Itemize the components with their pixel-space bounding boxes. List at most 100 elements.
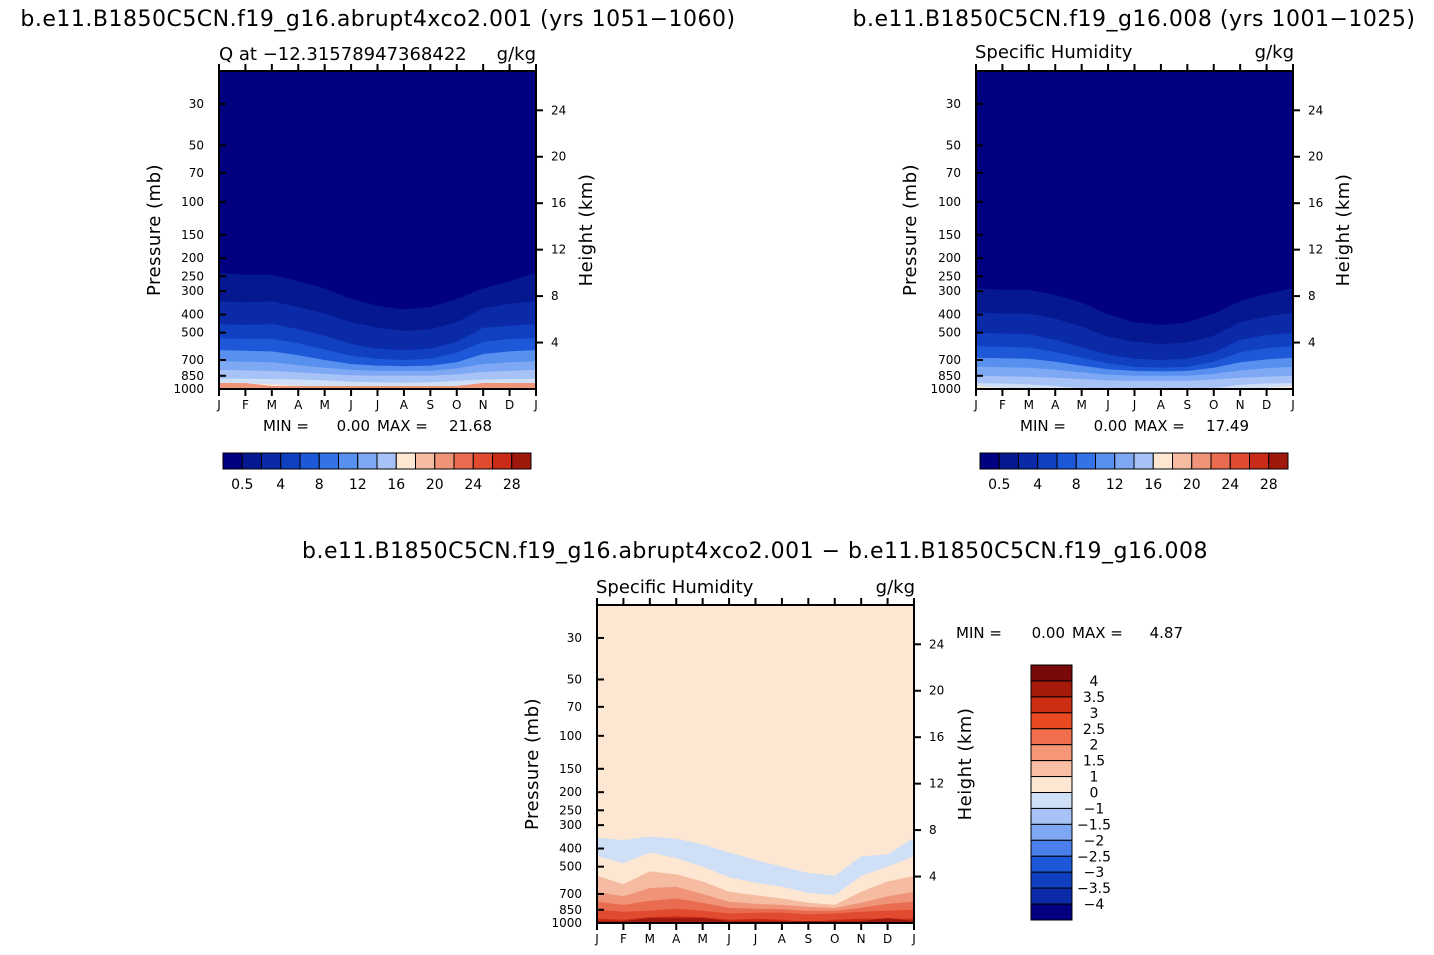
p3-colorbar-label-1: 1 <box>1090 770 1099 786</box>
p2-contour-band-14 <box>976 383 1293 389</box>
p1-colorbar-label-0-5: 0.5 <box>231 477 253 493</box>
p2-colorbar-box-12 <box>1210 452 1231 470</box>
p1-colorbar-box-3 <box>280 452 301 470</box>
p3-colorbar-box-10 <box>1030 823 1073 841</box>
panel-2-ylabel-left: Pressure (mb) <box>900 164 921 296</box>
panel-1-max-label: MAX = <box>377 417 428 435</box>
p1-ytick-label-400: 400 <box>181 308 204 322</box>
p1-height-tick-label-16: 16 <box>551 196 566 210</box>
p1-colorbar-box-4 <box>299 452 320 470</box>
panel-1: b.e11.B1850C5CN.f19_g16.abrupt4xco2.001 … <box>20 7 735 493</box>
p3-colorbar-label-m4: −4 <box>1084 897 1105 913</box>
panel-3-ylabel-left: Pressure (mb) <box>522 698 543 830</box>
p3-colorbar-label-4: 4 <box>1090 674 1099 690</box>
p1-colorbar-box-7 <box>357 452 378 470</box>
p2-colorbar-label-8: 8 <box>1072 477 1081 493</box>
p2-colorbar-box-15 <box>1268 452 1289 470</box>
p3-colorbar-label-m1-5: −1.5 <box>1077 817 1111 833</box>
p2-colorbar-box-5 <box>1075 452 1096 470</box>
p3-colorbar-box-4 <box>1030 728 1073 746</box>
panel-3-subtitle-left: Specific Humidity <box>596 577 754 598</box>
p3-colorbar-box-14 <box>1030 887 1073 905</box>
p2-ytick-label-300: 300 <box>938 284 961 298</box>
p3-colorbar-label-2: 2 <box>1090 738 1099 754</box>
p3-ytick-label-700: 700 <box>559 887 582 901</box>
panel-1-colorbar: 0.5 4 8 12 16 20 24 28 <box>222 452 532 493</box>
p2-colorbar-label-16: 16 <box>1144 477 1162 493</box>
p2-ytick-label-1000: 1000 <box>930 382 961 396</box>
p1-colorbar-box-14 <box>492 452 513 470</box>
p1-colorbar-label-4: 4 <box>276 477 285 493</box>
p3-xtick-label-12: J <box>911 932 916 946</box>
p2-colorbar-box-8 <box>1133 452 1154 470</box>
p1-contour-band-surface <box>219 383 536 389</box>
panel-3-max-label: MAX = <box>1072 624 1123 642</box>
p1-colorbar-box-2 <box>261 452 282 470</box>
p1-xtick-label-7: A <box>400 398 409 412</box>
panel-2-units-label: g/kg <box>1255 42 1294 63</box>
panel-2-colorbar: 0.5 4 8 12 16 20 24 28 <box>979 452 1289 493</box>
p3-height-tick-label-8: 8 <box>929 823 937 837</box>
p3-colorbar-label-m1: −1 <box>1084 801 1105 817</box>
panel-2-min-label: MIN = <box>1020 417 1066 435</box>
p3-ytick-label-400: 400 <box>559 842 582 856</box>
p1-xtick-label-10: N <box>479 398 488 412</box>
p2-xtick-label-8: S <box>1184 398 1192 412</box>
p2-colorbar-box-1 <box>998 452 1019 470</box>
p2-colorbar-label-0-5: 0.5 <box>988 477 1010 493</box>
p3-xtick-label-11: D <box>883 932 892 946</box>
p1-colorbar-box-8 <box>376 452 397 470</box>
p3-xtick-label-5: J <box>726 932 731 946</box>
panel-1-max-value: 21.68 <box>449 417 492 435</box>
p1-ytick-label-850: 850 <box>181 369 204 383</box>
p3-colorbar-label-3: 3 <box>1090 706 1099 722</box>
p1-colorbar-box-0 <box>222 452 243 470</box>
p2-colorbar-box-14 <box>1249 452 1270 470</box>
p1-xtick-label-9: O <box>452 398 461 412</box>
p1-height-tick-label-20: 20 <box>551 150 566 164</box>
panel-1-subtitle-left: Q at −12.31578947368422 <box>219 44 467 65</box>
p1-xtick-label-0: J <box>216 398 221 412</box>
p3-colorbar-box-1 <box>1030 680 1073 698</box>
p3-colorbar-box-2 <box>1030 696 1073 714</box>
p1-ytick-label-1000: 1000 <box>173 382 204 396</box>
p2-xtick-label-9: O <box>1209 398 1218 412</box>
p3-colorbar-label-0: 0 <box>1090 786 1099 802</box>
p3-xtick-label-4: M <box>697 932 707 946</box>
p3-colorbar-label-2-5: 2.5 <box>1083 722 1105 738</box>
p1-colorbar-box-1 <box>241 452 262 470</box>
p1-height-tick-label-8: 8 <box>551 289 559 303</box>
panel-2-title: b.e11.B1850C5CN.f19_g16.008 (yrs 1001−10… <box>852 7 1415 32</box>
p1-ytick-label-150: 150 <box>181 228 204 242</box>
p2-colorbar-box-0 <box>979 452 1000 470</box>
panel-3-ylabel-right: Height (km) <box>955 708 976 821</box>
p2-colorbar-box-7 <box>1114 452 1135 470</box>
p2-colorbar-label-20: 20 <box>1183 477 1201 493</box>
p2-xtick-label-7: A <box>1157 398 1166 412</box>
p1-xtick-label-3: A <box>294 398 303 412</box>
p3-colorbar-label-3-5: 3.5 <box>1083 690 1105 706</box>
p2-xtick-label-6: J <box>1132 398 1137 412</box>
p2-xtick-label-11: D <box>1262 398 1271 412</box>
p3-ytick-label-250: 250 <box>559 803 582 817</box>
p3-contour-band-surface <box>597 918 914 923</box>
p3-xtick-label-3: A <box>672 932 681 946</box>
p1-ytick-label-30: 30 <box>189 97 204 111</box>
p3-xtick-label-2: M <box>645 932 655 946</box>
p3-colorbar-box-3 <box>1030 712 1073 730</box>
panel-1-ylabel-left: Pressure (mb) <box>144 164 165 296</box>
panel-2-min-value: 0.00 <box>1094 417 1127 435</box>
p2-colorbar-box-10 <box>1172 452 1193 470</box>
p2-colorbar-box-9 <box>1152 452 1173 470</box>
panel-3: b.e11.B1850C5CN.f19_g16.abrupt4xco2.001 … <box>302 539 1207 946</box>
p2-xtick-label-0: J <box>973 398 978 412</box>
p3-ytick-label-30: 30 <box>567 631 582 645</box>
p3-xtick-label-1: F <box>620 932 627 946</box>
p2-xtick-label-1: F <box>999 398 1006 412</box>
panel-1-min-value: 0.00 <box>337 417 370 435</box>
p2-height-tick-label-16: 16 <box>1308 196 1323 210</box>
